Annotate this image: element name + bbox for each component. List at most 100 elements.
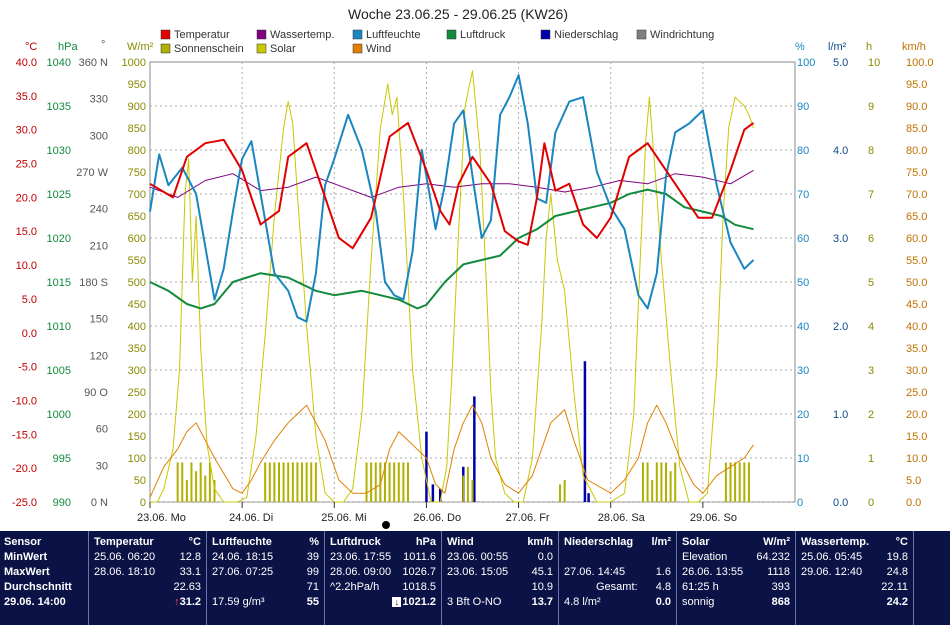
y-tick-label-hum: 40 [797, 321, 809, 333]
y-tick-label-wind: 80.0 [906, 145, 927, 157]
sensor-column: Sensor MinWert MaxWert Durchschnitt 29.0… [0, 535, 88, 621]
bar-sonnenschein [374, 462, 377, 502]
wind-current-value: 13.7 [531, 596, 553, 608]
y-tick-label-temp: -15.0 [12, 429, 37, 441]
y-tick-label-dir: 360 N [79, 57, 108, 69]
x-tick-label: 25.06. Mi [321, 512, 366, 524]
press-min-time: 23.06. 17:55 [330, 551, 392, 563]
hum-current-value: 55 [306, 596, 319, 608]
bar-sonnenschein [264, 462, 267, 502]
y-tick-label-solar: 1000 [122, 57, 146, 69]
x-tick-label: 29.06. So [690, 512, 737, 524]
water-current-value: 24.2 [886, 596, 908, 608]
chart-title: Woche 23.06.25 - 29.06.25 (KW26) [348, 6, 568, 22]
bar-sonnenschein [282, 462, 285, 502]
y-tick-label-temp: 25.0 [16, 159, 37, 171]
solar-elevation-label: Elevation [682, 551, 728, 563]
current-time-label: 29.06. 14:00 [4, 596, 66, 608]
y-tick-label-wind: 75.0 [906, 167, 927, 179]
bar-sonnenschein [181, 462, 184, 502]
legend-label: Solar [270, 43, 296, 55]
y-tick-label-rain: 2.0 [833, 321, 848, 333]
temp-min-time: 25.06. 06:20 [94, 551, 156, 563]
water-max-value: 24.8 [886, 566, 908, 578]
y-tick-label-wind: 100.0 [906, 57, 934, 69]
weather-chart: Woche 23.06.25 - 29.06.25 (KW26) Tempera… [11, 6, 934, 529]
bar-niederschlag [587, 493, 590, 502]
axis-unit-press: hPa [58, 41, 78, 53]
press-max-value: 1026.7 [402, 566, 436, 578]
bar-sonnenschein [471, 480, 474, 502]
y-tick-label-press: 1035 [47, 101, 71, 113]
series-wind [149, 404, 754, 498]
y-tick-label-wind: 0.0 [906, 497, 921, 509]
legend-swatch [636, 29, 647, 40]
y-tick-label-sun: 3 [868, 365, 874, 377]
y-tick-label-temp: 0.0 [22, 328, 37, 340]
bar-sonnenschein [185, 480, 188, 502]
y-tick-label-dir: 240 [90, 204, 108, 216]
wind-max-time: 23.06. 15:05 [447, 566, 509, 578]
solar-hours-label: 61:25 h [682, 581, 719, 593]
y-tick-label-sun: 9 [868, 101, 874, 113]
y-tick-label-solar: 900 [128, 101, 146, 113]
y-tick-label-dir: 90 O [84, 387, 108, 399]
x-tick-label: 24.06. Di [229, 512, 273, 524]
y-tick-label-sun: 0 [868, 497, 874, 509]
bar-niederschlag [431, 484, 435, 502]
y-tick-label-rain: 5.0 [833, 57, 848, 69]
solar-current-value: 868 [771, 596, 790, 608]
x-tick-label: 26.06. Do [413, 512, 461, 524]
y-tick-label-temp: 20.0 [16, 192, 37, 204]
bar-sonnenschein [669, 471, 672, 502]
bar-sonnenschein [655, 462, 658, 502]
temp-current-value: 31.2 [179, 596, 201, 608]
bar-sonnenschein [641, 462, 644, 502]
y-tick-label-solar: 950 [128, 79, 146, 91]
bar-sonnenschein [674, 462, 677, 502]
y-tick-label-press: 1015 [47, 277, 71, 289]
bar-sonnenschein [393, 462, 396, 502]
rain-total-extra: 4.8 l/m² [564, 596, 601, 608]
legend-swatch [540, 29, 551, 40]
y-tick-label-temp: 40.0 [16, 57, 37, 69]
series-wassertemp [149, 169, 754, 198]
y-tick-label-solar: 50 [134, 475, 146, 487]
y-tick-label-hum: 0 [797, 497, 803, 509]
bar-sonnenschein [734, 462, 737, 502]
legend-swatch [352, 43, 363, 54]
axis-unit-sun: h [866, 41, 872, 53]
y-tick-label-sun: 10 [868, 57, 880, 69]
axis-unit-hum: % [795, 41, 805, 53]
bar-sonnenschein [287, 462, 290, 502]
y-tick-label-dir: 0 N [91, 497, 108, 509]
bar-sonnenschein [370, 462, 373, 502]
maxwert-label: MaxWert [4, 566, 50, 578]
axis-unit-wind: km/h [902, 41, 926, 53]
temp-min-value: 12.8 [179, 551, 201, 563]
y-tick-label-wind: 45.0 [906, 299, 927, 311]
bar-sonnenschein [397, 462, 400, 502]
legend-label: Temperatur [174, 29, 230, 41]
plot-area [149, 61, 796, 503]
y-tick-label-temp: 10.0 [16, 260, 37, 272]
y-tick-label-sun: 4 [868, 321, 874, 333]
solar-header: Solar [682, 536, 710, 548]
rain-max-time: 27.06. 14:45 [564, 566, 626, 578]
y-tick-label-wind: 10.0 [906, 453, 927, 465]
y-tick-label-wind: 25.0 [906, 387, 927, 399]
solar-state: sonnig [682, 596, 715, 608]
legend-swatch [256, 43, 267, 54]
pressure-column: Luftdruck hPa 23.06. 17:55 1011.6 28.06. 0… [326, 535, 440, 621]
bar-sonnenschein [365, 462, 368, 502]
bar-niederschlag [425, 431, 428, 502]
bar-sonnenschein [651, 480, 654, 502]
wind-header: Wind [447, 536, 474, 548]
bar-sonnenschein [195, 471, 198, 502]
bar-sonnenschein [563, 480, 566, 502]
hum-header: Luftfeuchte [212, 536, 272, 548]
y-tick-label-hum: 60 [797, 233, 809, 245]
grid [150, 62, 795, 503]
y-tick-label-press: 1020 [47, 233, 71, 245]
y-tick-label-rain: 1.0 [833, 409, 848, 421]
